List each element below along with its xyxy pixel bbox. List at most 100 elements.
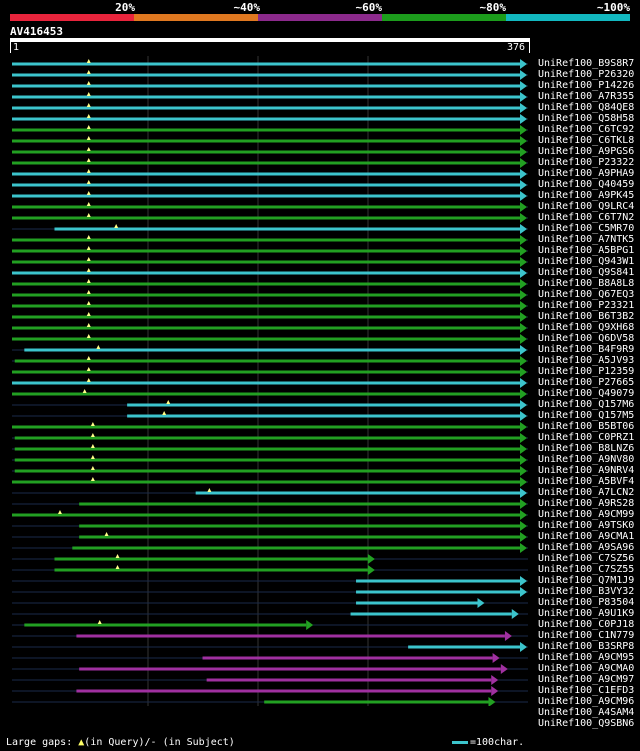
- gap-marker: [86, 257, 91, 261]
- hit-label[interactable]: UniRef100_B6T3B2: [538, 311, 635, 322]
- gap-marker: [104, 532, 109, 536]
- gap-marker: [86, 202, 91, 206]
- hit-label[interactable]: UniRef100_Q67EQ3: [538, 289, 635, 300]
- hit-arrow: [520, 301, 527, 311]
- hit-label[interactable]: UniRef100_Q157M6: [538, 399, 635, 410]
- hit-bar: [54, 557, 368, 561]
- hit-label[interactable]: UniRef100_A9CM95: [538, 652, 635, 663]
- hit-label[interactable]: UniRef100_C1N779: [538, 630, 635, 641]
- hit-label[interactable]: UniRef100_B5BT06: [538, 421, 635, 432]
- hit-label[interactable]: UniRef100_P14226: [538, 80, 635, 91]
- hit-label[interactable]: UniRef100_A5BPG1: [538, 245, 635, 256]
- hit-label[interactable]: UniRef100_Q9SBN6: [538, 718, 635, 729]
- hit-label[interactable]: UniRef100_A9NV80: [538, 454, 635, 465]
- hit-label[interactable]: UniRef100_C6T7N2: [538, 212, 635, 223]
- hit-label[interactable]: UniRef100_Q49079: [538, 388, 635, 399]
- hit-label[interactable]: UniRef100_B9S8R7: [538, 58, 635, 69]
- gap-marker: [90, 444, 95, 448]
- hit-label[interactable]: UniRef100_C6TC92: [538, 124, 635, 135]
- gap-marker: [96, 345, 101, 349]
- hit-arrow: [520, 532, 527, 542]
- hit-label[interactable]: UniRef100_A5BVF4: [538, 476, 635, 487]
- hit-label[interactable]: UniRef100_Q84QE8: [538, 102, 635, 113]
- hit-bar: [24, 348, 521, 352]
- hit-label[interactable]: UniRef100_A9PK45: [538, 190, 635, 201]
- hit-arrow: [520, 257, 527, 267]
- hit-label[interactable]: UniRef100_C7SZ55: [538, 564, 635, 575]
- hit-label[interactable]: UniRef100_A9TSK0: [538, 520, 635, 531]
- hit-label[interactable]: UniRef100_A9RS28: [538, 498, 635, 509]
- hit-label[interactable]: UniRef100_B8LNZ6: [538, 443, 635, 454]
- hit-bar: [12, 513, 520, 517]
- hit-label[interactable]: UniRef100_P23322: [538, 157, 635, 168]
- hit-label[interactable]: UniRef100_A5JV93: [538, 355, 635, 366]
- hit-label[interactable]: UniRef100_Q6DV58: [538, 333, 635, 344]
- hit-label[interactable]: UniRef100_C6TKL8: [538, 135, 635, 146]
- hit-arrow: [491, 686, 499, 696]
- hit-label[interactable]: UniRef100_A9CM97: [538, 674, 635, 685]
- hit-label[interactable]: UniRef100_Q157M5: [538, 410, 635, 421]
- hit-label[interactable]: UniRef100_A7NTK5: [538, 234, 635, 245]
- hit-label[interactable]: UniRef100_P26320: [538, 69, 635, 80]
- hit-arrow: [520, 290, 527, 300]
- hit-label[interactable]: UniRef100_A9CM99: [538, 509, 635, 520]
- hit-arrow: [520, 389, 527, 399]
- hit-label[interactable]: UniRef100_B4F9R9: [538, 344, 635, 355]
- hit-label[interactable]: UniRef100_B3VY32: [538, 586, 635, 597]
- hit-label[interactable]: UniRef100_A7R355: [538, 91, 635, 102]
- hit-label[interactable]: UniRef100_A9U1K9: [538, 608, 635, 619]
- hit-arrow: [504, 631, 512, 641]
- hit-label[interactable]: UniRef100_P23321: [538, 300, 635, 311]
- hit-bar: [408, 645, 520, 649]
- hit-arrow: [520, 488, 527, 498]
- hit-label[interactable]: UniRef100_A9NRV4: [538, 465, 635, 476]
- hit-label[interactable]: UniRef100_Q9LRC4: [538, 201, 635, 212]
- hit-label[interactable]: UniRef100_A4SAM4: [538, 707, 635, 718]
- hit-label[interactable]: UniRef100_A9CMA1: [538, 531, 635, 542]
- gap-marker: [90, 455, 95, 459]
- gap-marker: [115, 554, 120, 558]
- hit-label[interactable]: UniRef100_Q7M1J9: [538, 575, 635, 586]
- hit-bar: [12, 205, 520, 209]
- hit-label[interactable]: UniRef100_A9PHA9: [538, 168, 635, 179]
- hit-arrow: [520, 158, 527, 168]
- hit-label[interactable]: UniRef100_P83504: [538, 597, 635, 608]
- hit-label[interactable]: UniRef100_Q40459: [538, 179, 635, 190]
- hit-label[interactable]: UniRef100_Q9S841: [538, 267, 635, 278]
- hit-label[interactable]: UniRef100_C1EFD3: [538, 685, 635, 696]
- hit-label[interactable]: UniRef100_A9SA96: [538, 542, 635, 553]
- gap-marker: [90, 433, 95, 437]
- hit-label[interactable]: UniRef100_C5MR70: [538, 223, 635, 234]
- gap-marker: [86, 367, 91, 371]
- hit-label[interactable]: UniRef100_P27665: [538, 377, 635, 388]
- hit-arrow: [520, 433, 527, 443]
- hit-arrow: [520, 400, 527, 410]
- hit-label[interactable]: UniRef100_C7SZ56: [538, 553, 635, 564]
- legend-label-80: ~80%: [479, 1, 507, 14]
- hit-label[interactable]: UniRef100_A9CM96: [538, 696, 635, 707]
- hit-label[interactable]: UniRef100_B8A8L8: [538, 278, 635, 289]
- hit-label[interactable]: UniRef100_A7LCN2: [538, 487, 635, 498]
- hit-label[interactable]: UniRef100_A9CMA0: [538, 663, 635, 674]
- hit-arrow: [491, 675, 499, 685]
- legend-band-40: [134, 14, 258, 21]
- hit-label[interactable]: UniRef100_P12359: [538, 366, 635, 377]
- hit-label[interactable]: UniRef100_B3SRP8: [538, 641, 635, 652]
- hit-bar: [72, 546, 521, 550]
- gap-marker: [86, 59, 91, 63]
- hit-bar: [12, 425, 520, 429]
- hit-label[interactable]: UniRef100_Q943W1: [538, 256, 635, 267]
- hit-arrow: [367, 565, 375, 575]
- hit-label[interactable]: UniRef100_C0PRZ1: [538, 432, 635, 443]
- hit-bar: [12, 392, 520, 396]
- gap-marker: [86, 268, 91, 272]
- hit-label[interactable]: UniRef100_A9PGS6: [538, 146, 635, 157]
- scale-end-label: 376: [507, 42, 526, 53]
- hit-arrow: [520, 213, 527, 223]
- hit-bar: [79, 524, 521, 528]
- hit-label[interactable]: UniRef100_C0PJ18: [538, 619, 635, 630]
- gap-marker: [86, 169, 91, 173]
- hit-label[interactable]: UniRef100_Q9XH68: [538, 322, 635, 333]
- hit-arrow: [520, 312, 527, 322]
- hit-label[interactable]: UniRef100_Q58H58: [538, 113, 635, 124]
